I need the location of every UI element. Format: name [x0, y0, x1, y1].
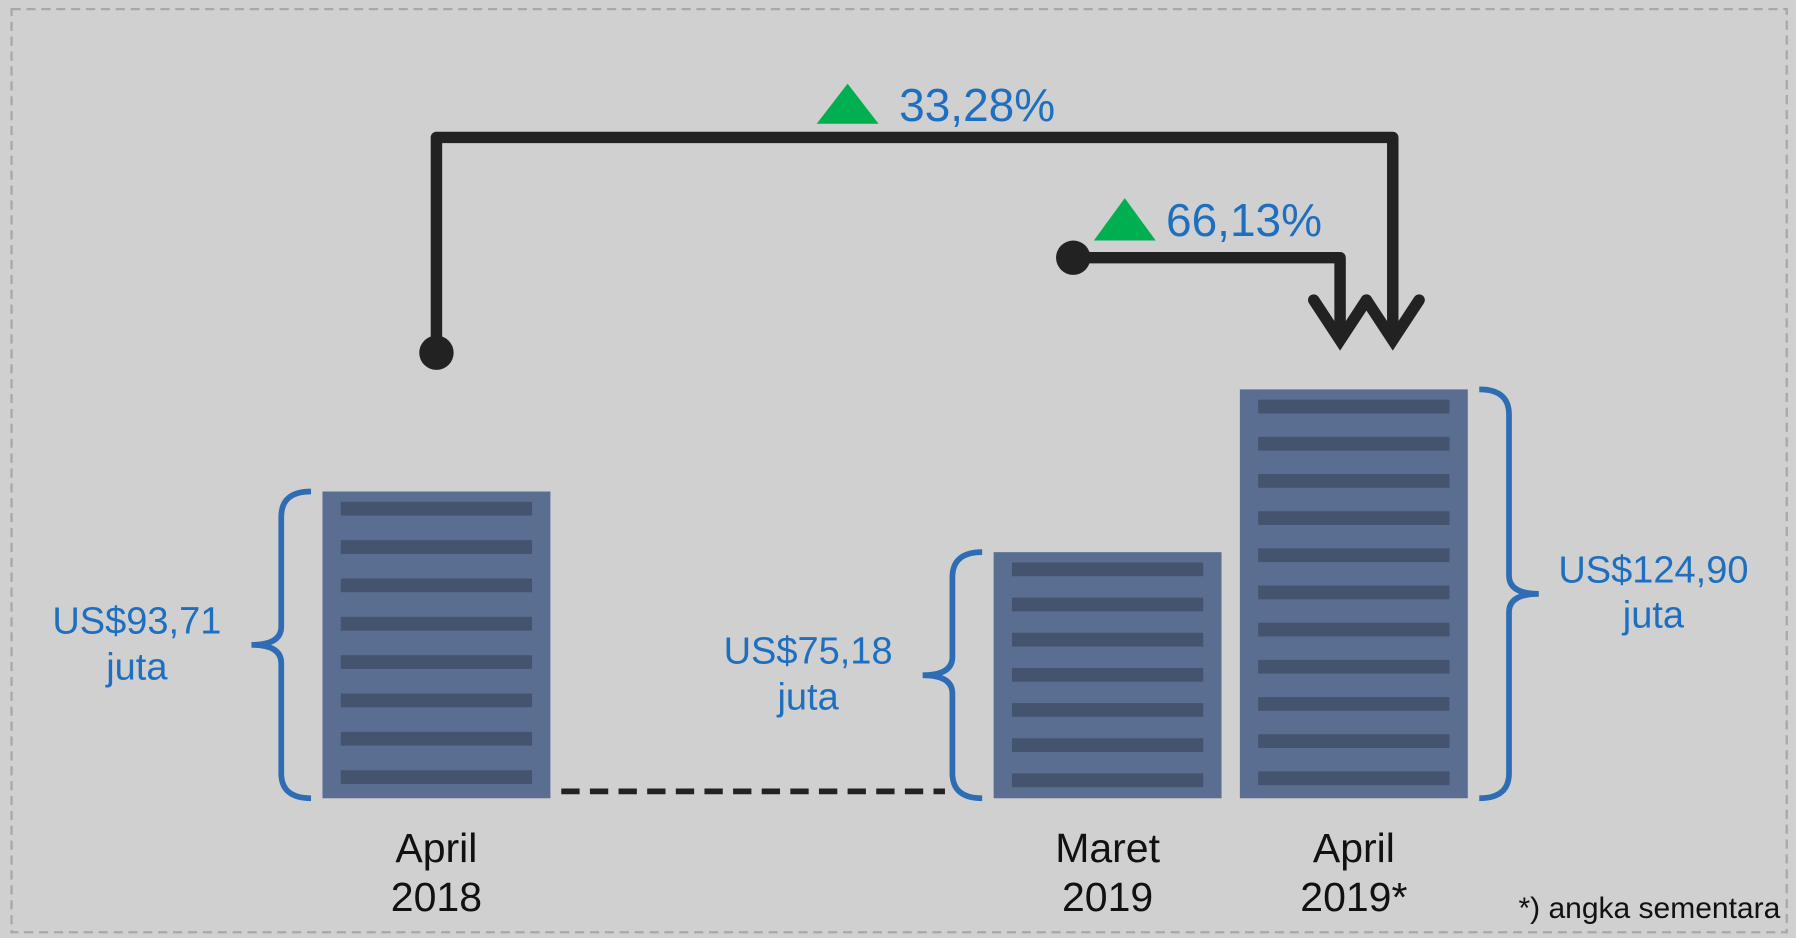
- value-label: US$124,90 juta: [1558, 549, 1749, 637]
- arrowhead: [1360, 294, 1425, 351]
- bar-stripe: [1258, 622, 1450, 637]
- bar-stripe: [1011, 773, 1204, 788]
- bar-stripe: [1258, 548, 1450, 563]
- brace: [251, 488, 312, 802]
- category-label: April 2018: [390, 824, 482, 920]
- growth-label: 66,13%: [1166, 193, 1323, 246]
- arrowhead: [1308, 294, 1373, 351]
- bar-stripe: [1258, 697, 1450, 711]
- bar-stripe: [1258, 771, 1450, 786]
- bar-stripe: [340, 616, 533, 631]
- connector-arrow: [430, 131, 1399, 353]
- bar-stripe: [340, 540, 533, 554]
- arrow-dot: [1056, 240, 1091, 275]
- bar-stripe: [340, 501, 533, 516]
- bar-stripe: [340, 693, 533, 708]
- bar-stripe: [1258, 659, 1450, 674]
- bar-stripe: [1011, 703, 1204, 717]
- brace: [922, 549, 983, 802]
- category-label: April 2019*: [1300, 824, 1408, 920]
- bar-stripe: [1258, 511, 1450, 525]
- arrow-dot: [419, 335, 454, 370]
- bar-stripe: [340, 578, 533, 593]
- bar-stripe: [1011, 597, 1204, 612]
- growth-label: 33,28%: [899, 79, 1056, 132]
- frame: [10, 8, 1788, 934]
- bar-stripe: [1258, 474, 1450, 488]
- up-triangle: [1093, 198, 1156, 241]
- value-label: US$93,71 juta: [52, 600, 222, 688]
- bar-stripe: [1258, 399, 1450, 414]
- bar-stripe: [340, 731, 533, 746]
- brace: [1479, 386, 1539, 802]
- bar-stripe: [340, 655, 533, 669]
- bar-stripe: [1011, 667, 1204, 682]
- bar-stripe: [1258, 585, 1450, 600]
- bar: [322, 491, 551, 799]
- value-label: US$75,18 juta: [723, 630, 893, 719]
- footnote: *) angka sementara: [1518, 892, 1781, 926]
- bar-stripe: [1011, 738, 1204, 753]
- category-label: Maret 2019: [1055, 824, 1161, 920]
- bar-stripe: [340, 770, 533, 784]
- bar-stripe: [1258, 734, 1450, 748]
- connector-arrow: [1073, 251, 1346, 338]
- bar-stripe: [1011, 562, 1204, 577]
- bar-stripe: [1258, 436, 1450, 451]
- up-triangle: [816, 83, 879, 124]
- bar-stripe: [1011, 632, 1204, 647]
